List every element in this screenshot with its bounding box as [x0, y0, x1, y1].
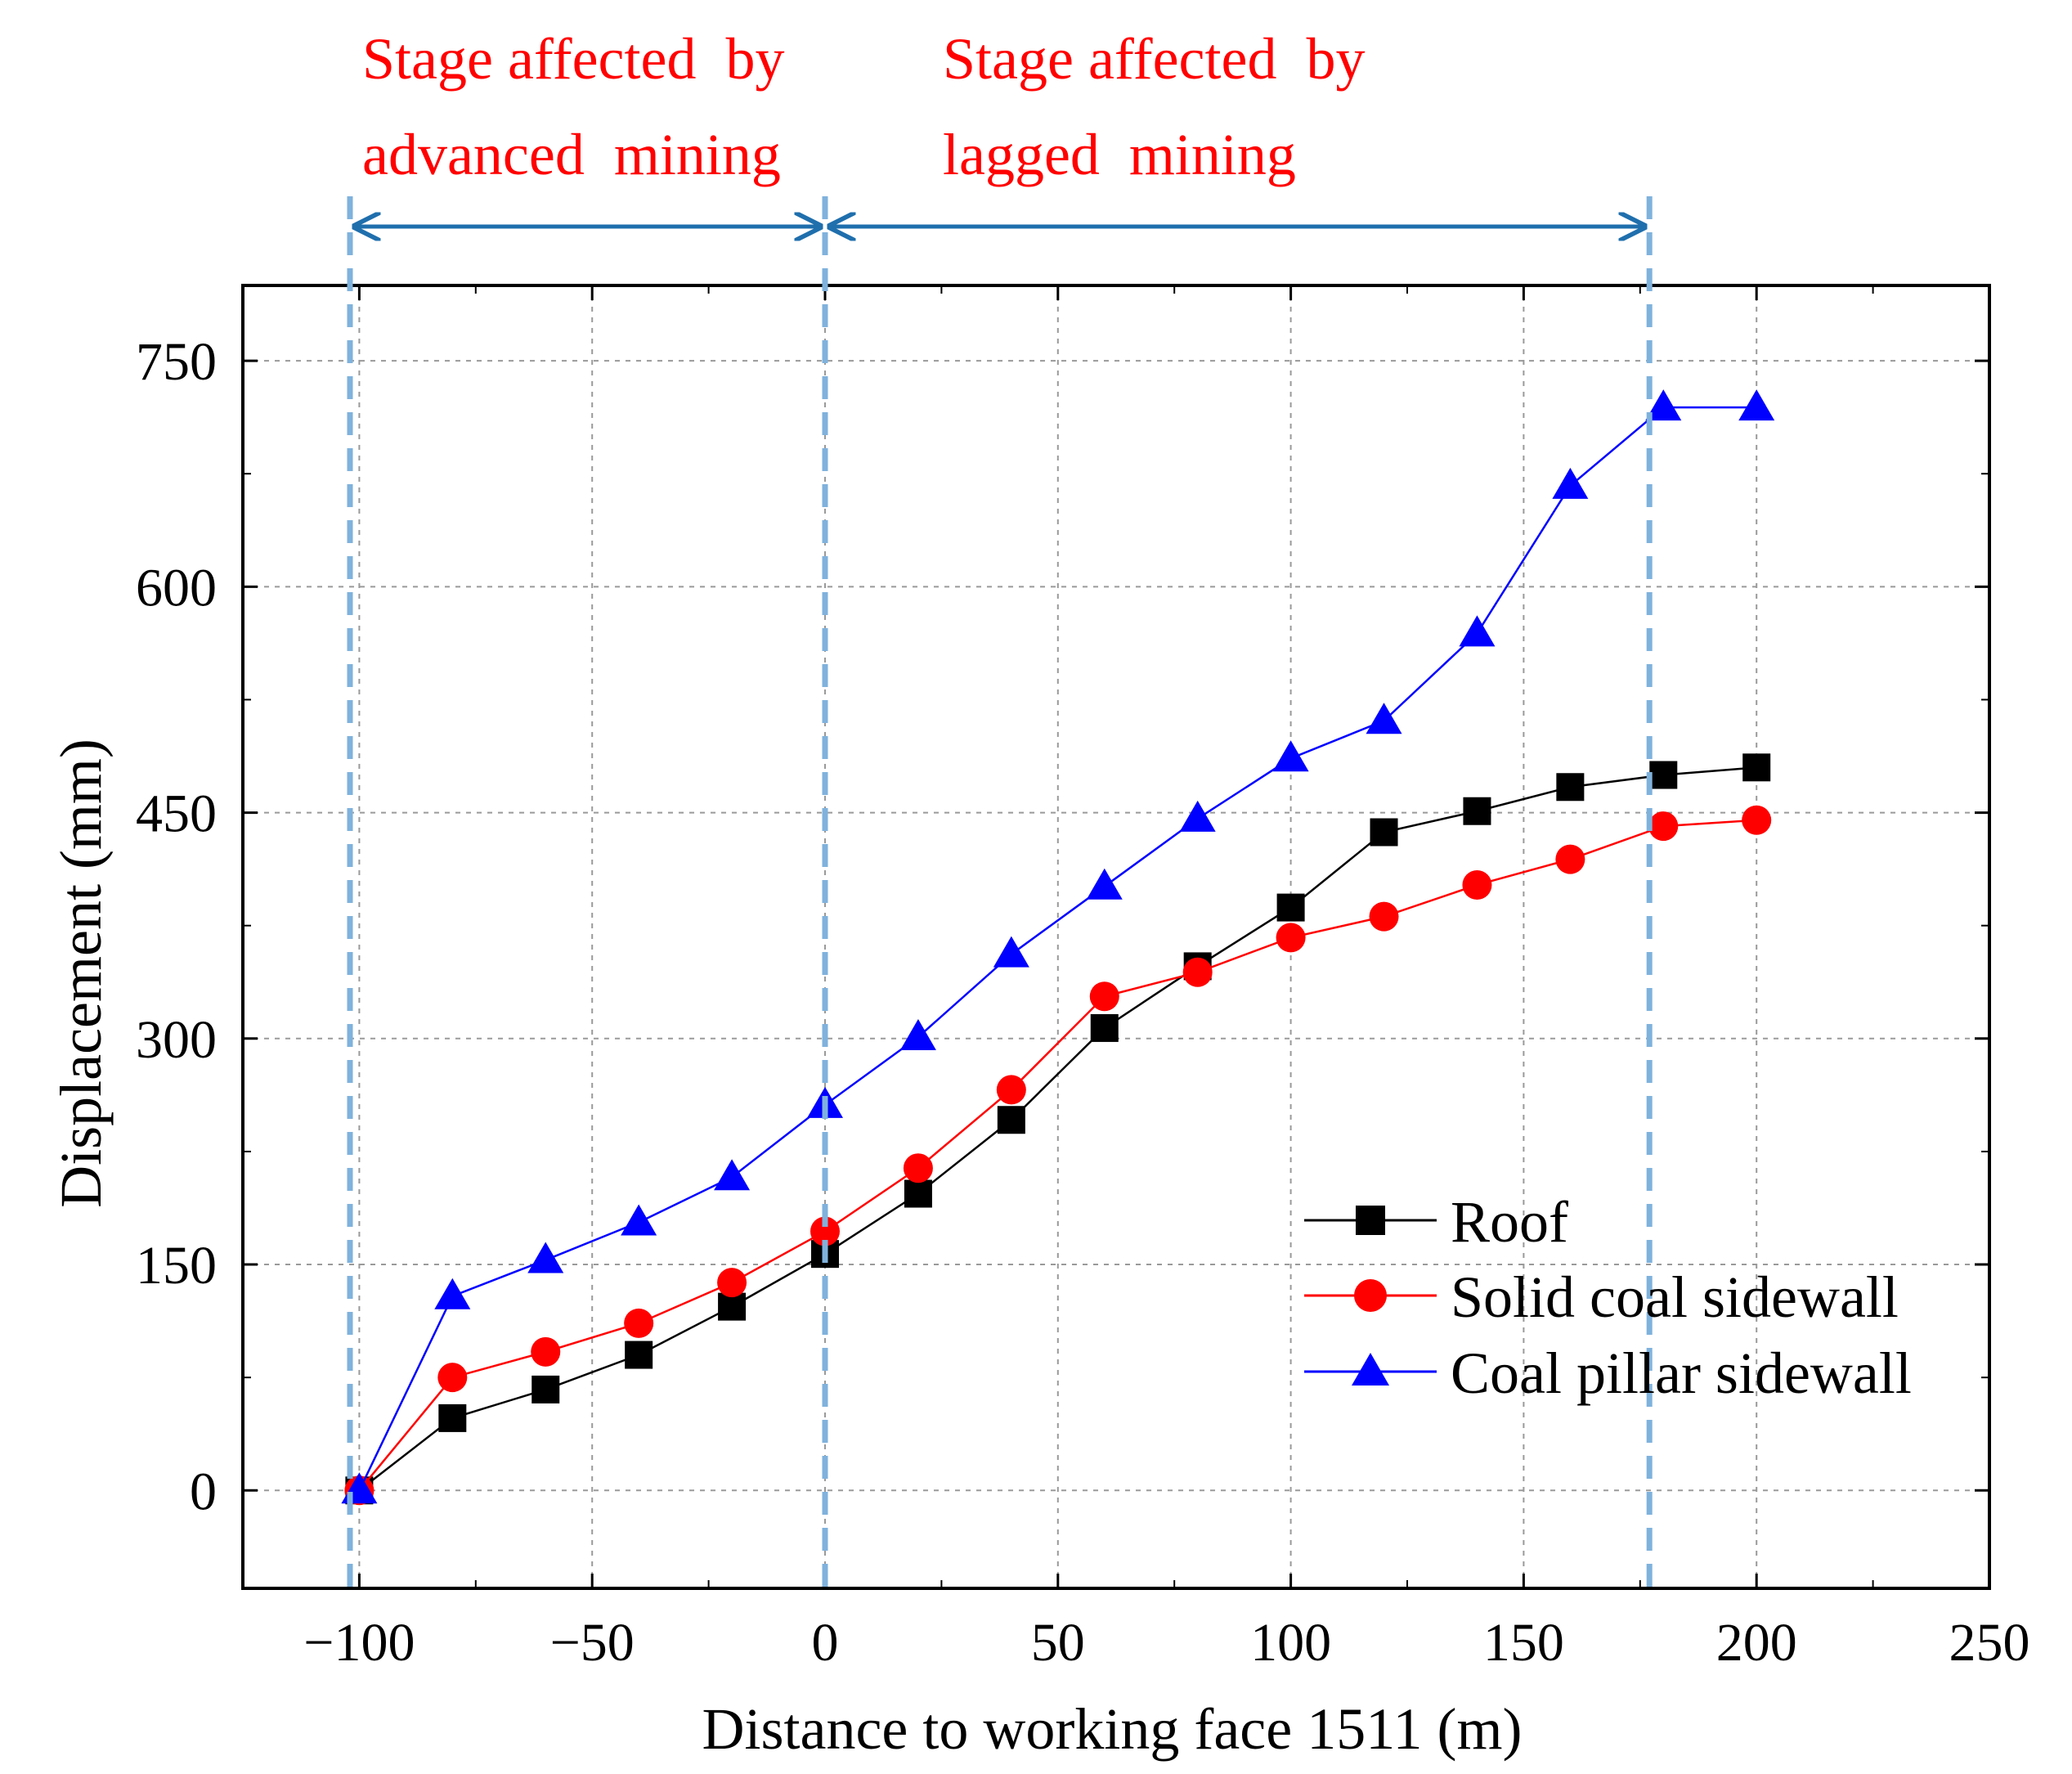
point-roof — [1090, 1013, 1119, 1042]
y-axis-title: Displacement (mm) — [48, 739, 114, 1208]
point-roof — [1649, 761, 1678, 789]
x-tick-label: −50 — [550, 1613, 635, 1673]
point-solid-coal-sidewall — [903, 1153, 933, 1183]
point-coal-pillar-sidewall — [621, 1204, 657, 1236]
point-roof — [1463, 797, 1491, 825]
point-roof — [1556, 773, 1585, 802]
point-roof — [904, 1179, 932, 1208]
point-solid-coal-sidewall — [1555, 844, 1585, 874]
stage-lagged-line2: lagged mining — [943, 122, 1296, 187]
point-coal-pillar-sidewall — [434, 1278, 471, 1309]
stage-advanced-line2: advanced mining — [362, 122, 781, 187]
plot-area-frame — [241, 284, 1991, 1590]
point-coal-pillar-sidewall — [714, 1159, 751, 1191]
series-line-roof — [358, 766, 1757, 1492]
point-solid-coal-sidewall — [531, 1336, 561, 1367]
point-solid-coal-sidewall — [437, 1363, 468, 1393]
x-tick-label: 0 — [812, 1613, 839, 1673]
point-solid-coal-sidewall — [1462, 869, 1492, 900]
point-coal-pillar-sidewall — [993, 936, 1029, 968]
point-roof — [531, 1375, 560, 1403]
point-roof — [625, 1341, 653, 1369]
point-coal-pillar-sidewall — [1459, 615, 1496, 647]
legend-solid-coal-marker — [1354, 1279, 1387, 1312]
point-solid-coal-sidewall — [1089, 981, 1119, 1012]
series-group — [341, 389, 1775, 1506]
point-roof — [1370, 818, 1398, 847]
y-tick-label: 150 — [136, 1236, 217, 1296]
point-roof — [997, 1106, 1025, 1134]
point-solid-coal-sidewall — [624, 1308, 654, 1338]
legend-coal-pillar-marker — [1352, 1353, 1389, 1386]
x-tick-label: −100 — [303, 1613, 415, 1673]
legend-roof-label: Roof — [1451, 1189, 1568, 1255]
series-line-coal-pillar-sidewall — [358, 406, 1757, 1491]
point-solid-coal-sidewall — [1182, 957, 1213, 987]
point-coal-pillar-sidewall — [527, 1242, 564, 1273]
point-coal-pillar-sidewall — [1645, 389, 1682, 421]
x-axis-title: Distance to working face 1511 (m) — [702, 1696, 1522, 1762]
y-tick-label: 750 — [136, 332, 217, 392]
point-coal-pillar-sidewall — [1366, 703, 1402, 734]
legend: Roof Solid coal sidewall Coal pillar sid… — [1304, 1189, 1912, 1406]
point-coal-pillar-sidewall — [1272, 740, 1309, 772]
axis-ticks: −100 −50 0 50 100 150 200 250 0 150 300 450 600 750 — [136, 285, 2030, 1673]
point-solid-coal-sidewall — [1648, 811, 1679, 842]
series-line-solid-coal-sidewall — [358, 819, 1757, 1492]
stage-lagged-line1: Stage affected by — [943, 26, 1365, 92]
x-tick-label: 200 — [1716, 1613, 1797, 1673]
point-solid-coal-sidewall — [1369, 901, 1399, 932]
stage-annotations: Stage affected by advanced mining Stage … — [362, 26, 1365, 187]
point-coal-pillar-sidewall — [1086, 868, 1123, 900]
point-solid-coal-sidewall — [810, 1216, 840, 1246]
x-tick-label: 150 — [1483, 1613, 1564, 1673]
point-coal-pillar-sidewall — [1179, 800, 1216, 832]
point-coal-pillar-sidewall — [1738, 389, 1775, 421]
y-tick-label: 0 — [190, 1462, 217, 1521]
point-solid-coal-sidewall — [996, 1075, 1026, 1105]
stage-advanced-line1: Stage affected by — [362, 26, 784, 92]
point-roof — [1742, 753, 1771, 782]
legend-solid-coal-label: Solid coal sidewall — [1451, 1264, 1899, 1330]
point-coal-pillar-sidewall — [899, 1018, 936, 1050]
x-tick-label: 250 — [1949, 1613, 2030, 1673]
point-solid-coal-sidewall — [717, 1268, 747, 1298]
point-roof — [1276, 893, 1305, 922]
x-tick-label: 50 — [1031, 1613, 1085, 1673]
point-solid-coal-sidewall — [1276, 923, 1306, 953]
point-solid-coal-sidewall — [1742, 805, 1772, 835]
y-tick-label: 450 — [136, 784, 217, 844]
point-roof — [438, 1403, 467, 1432]
point-roof — [718, 1292, 747, 1321]
legend-coal-pillar-label: Coal pillar sidewall — [1451, 1341, 1912, 1406]
x-tick-label: 100 — [1250, 1613, 1331, 1673]
stage-boundaries — [347, 196, 1653, 1588]
y-tick-label: 600 — [136, 558, 217, 618]
point-coal-pillar-sidewall — [1552, 467, 1589, 499]
y-tick-label: 300 — [136, 1010, 217, 1070]
legend-roof-marker — [1356, 1206, 1385, 1235]
